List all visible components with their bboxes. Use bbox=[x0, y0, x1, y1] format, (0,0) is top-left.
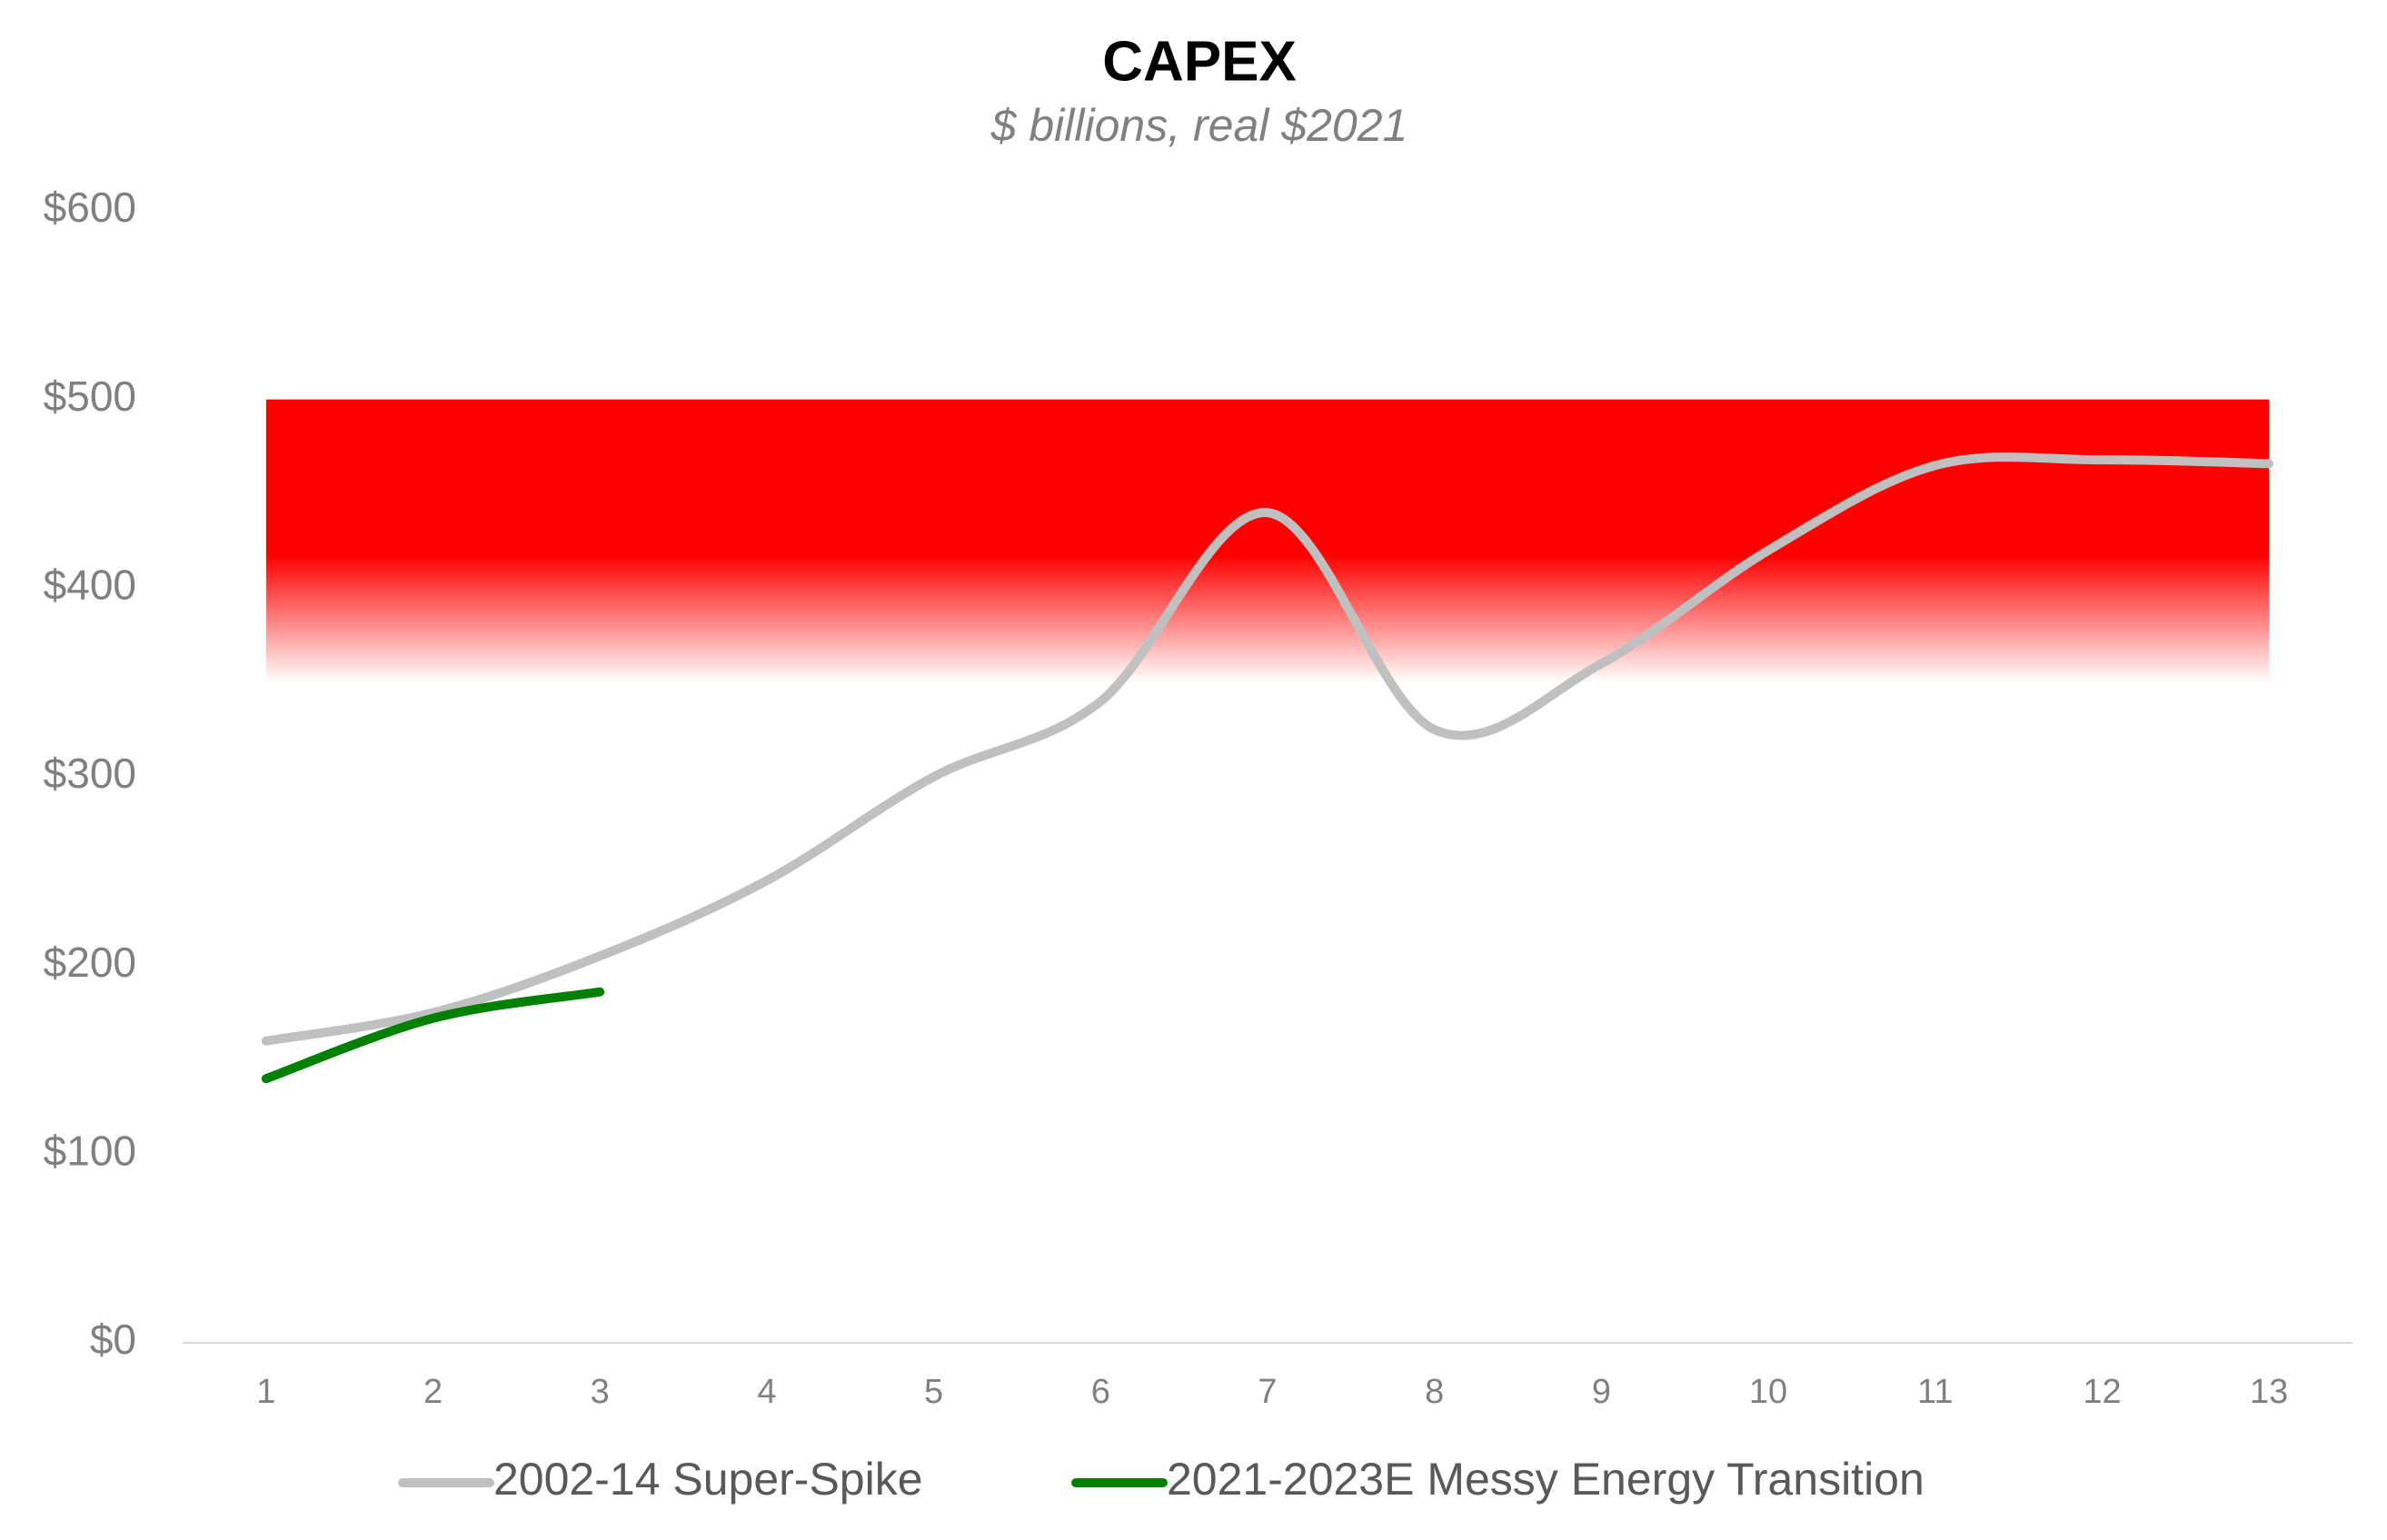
x-tick-label: 6 bbox=[1091, 1373, 1110, 1411]
chart-title: CAPEX bbox=[1102, 30, 1297, 93]
x-tick-label: 5 bbox=[924, 1373, 943, 1411]
x-tick-label: 1 bbox=[256, 1373, 275, 1411]
y-tick-label: $0 bbox=[90, 1316, 136, 1363]
x-tick-label: 4 bbox=[757, 1373, 776, 1411]
y-tick-label: $300 bbox=[44, 750, 136, 797]
x-tick-label: 9 bbox=[1592, 1373, 1611, 1411]
x-tick-label: 12 bbox=[2083, 1373, 2121, 1411]
y-tick-label: $100 bbox=[44, 1127, 136, 1174]
x-tick-label: 2 bbox=[423, 1373, 443, 1411]
chart-subtitle: $ billions, real $2021 bbox=[990, 100, 1408, 151]
x-tick-label: 11 bbox=[1917, 1373, 1953, 1411]
y-tick-label: $500 bbox=[44, 373, 136, 420]
y-tick-label: $200 bbox=[44, 939, 136, 986]
x-tick-label: 10 bbox=[1749, 1373, 1787, 1411]
legend-label: 2021-2023E Messy Energy Transition bbox=[1167, 1454, 1925, 1505]
x-tick-label: 8 bbox=[1425, 1373, 1444, 1411]
x-tick-label: 7 bbox=[1258, 1373, 1277, 1411]
shaded-range bbox=[265, 399, 2270, 683]
line-series bbox=[261, 452, 2274, 1046]
y-tick-label: $400 bbox=[44, 561, 136, 608]
line-series bbox=[261, 987, 605, 1084]
legend-label: 2002-14 Super-Spike bbox=[493, 1454, 923, 1505]
x-tick-label: 13 bbox=[2250, 1373, 2288, 1411]
y-tick-label: $600 bbox=[44, 184, 136, 231]
x-tick-label: 3 bbox=[591, 1373, 610, 1411]
